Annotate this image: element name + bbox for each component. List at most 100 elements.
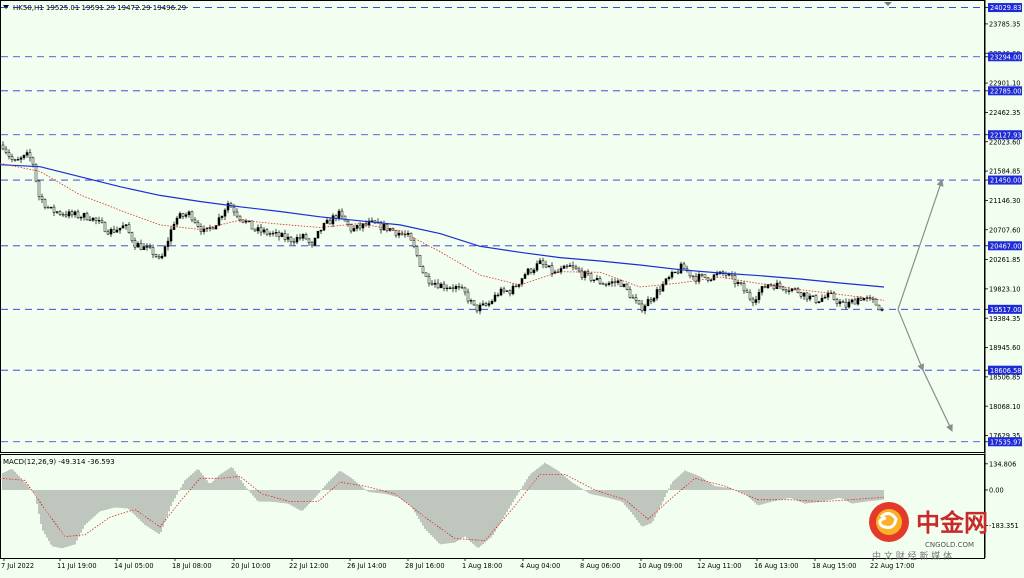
price-tick-label: 21146.30 (989, 197, 1020, 205)
price-tick-label: 22462.35 (989, 109, 1020, 117)
candle-body (802, 292, 806, 297)
price-tick-label: 21584.85 (989, 168, 1020, 176)
candle-body (808, 295, 812, 300)
candle-body (505, 290, 509, 292)
time-tick-label: 18 Jul 08:00 (172, 562, 212, 570)
candle-body (58, 211, 62, 215)
candle-body (532, 269, 536, 273)
time-tick-label: 12 Aug 11:00 (697, 562, 741, 570)
price-tick-label: 18068.10 (989, 403, 1020, 411)
candle-body (523, 274, 527, 279)
candle-body (25, 152, 29, 156)
candle-body (502, 288, 506, 292)
time-tick-label: 1 Aug 18:00 (462, 562, 502, 570)
candle-body (658, 289, 662, 292)
level-label: 22127.93 (990, 131, 1021, 139)
time-tick-label: 7 Jul 2022 (1, 562, 34, 570)
candle-body (145, 246, 149, 248)
candle-body (196, 222, 200, 227)
level-label: 19517.00 (990, 306, 1021, 314)
candle-body (70, 211, 74, 216)
candle-body (604, 284, 608, 286)
candle-body (565, 265, 569, 268)
candle-body (715, 273, 719, 276)
time-tick-label: 28 Jul 16:00 (405, 562, 445, 570)
candle-body (16, 159, 20, 161)
candle-body (877, 304, 881, 311)
price-tick-label: 19384.35 (989, 315, 1020, 323)
time-axis: 7 Jul 2022 11 Jul 19:00 14 Jul 05:00 18 Jul… (1, 558, 914, 570)
candle-body (34, 163, 38, 182)
level-label-bg (988, 241, 1022, 251)
candle-body (67, 211, 71, 217)
candle-body (655, 289, 659, 299)
candle-body (583, 271, 587, 278)
candle-body (640, 303, 644, 312)
candle-body (313, 237, 317, 246)
candle-body (154, 254, 158, 257)
candle-body (157, 256, 161, 259)
level-label-bg (988, 52, 1022, 62)
level-label: 23294.00 (990, 53, 1021, 61)
candle-body (508, 290, 512, 295)
candle-body (10, 156, 14, 160)
candle-body (469, 300, 473, 302)
candle-body (226, 203, 230, 211)
candle-body (175, 217, 179, 225)
candle-body (490, 300, 494, 304)
candle-body (259, 227, 263, 233)
candle-body (439, 283, 443, 289)
candle-body (115, 229, 119, 233)
candle-body (124, 224, 128, 227)
candle-body (325, 219, 329, 224)
chart-menu-triangle-icon[interactable] (3, 5, 9, 9)
horizontal-levels (1, 7, 985, 443)
candle-body (499, 288, 503, 296)
candle-body (31, 157, 35, 165)
candle-body (709, 279, 713, 281)
candle-body (94, 217, 98, 221)
time-tick-label: 22 Jul 12:00 (289, 562, 329, 570)
candle-body (496, 294, 500, 297)
time-tick-label: 11 Jul 19:00 (57, 562, 97, 570)
candle-body (616, 280, 620, 283)
candle-body (268, 233, 272, 235)
candle-body (340, 210, 344, 217)
candle-body (754, 299, 758, 303)
candle-body (832, 292, 836, 300)
candle-body (319, 229, 323, 232)
candle-body (55, 211, 59, 213)
projection-arrow-1 (922, 369, 953, 432)
candle-body (511, 285, 515, 295)
candle-body (118, 227, 122, 231)
chart-scroll-triangle-icon[interactable] (884, 2, 892, 6)
candle-body (823, 296, 827, 299)
candle-body (172, 223, 176, 230)
price-tick-label: 22023.60 (989, 138, 1020, 146)
candle-body (847, 301, 851, 308)
candle-body (4, 148, 8, 153)
candle-body (106, 231, 110, 235)
candle-body (694, 276, 698, 282)
candle-body (7, 152, 11, 157)
candle-body (292, 241, 296, 243)
candle-body (739, 282, 743, 284)
chart-title: HK50,H1 19525.01 19591.29 19472.29 19496… (13, 4, 186, 12)
candle-body (193, 219, 197, 223)
time-tick-label: 4 Aug 04:00 (520, 562, 560, 570)
candle-body (778, 282, 782, 287)
level-label: 17535.97 (990, 438, 1021, 446)
level-label-bg (988, 86, 1022, 96)
level-label-bg (988, 175, 1022, 185)
candle-body (130, 232, 134, 241)
candle-body (766, 284, 770, 289)
candle-body (361, 223, 365, 229)
candle-body (394, 230, 398, 236)
candle-body (418, 255, 422, 267)
candle-body (538, 260, 542, 264)
time-tick-label: 20 Jul 10:00 (231, 562, 271, 570)
candle-body (331, 215, 335, 225)
candle-body (817, 301, 821, 304)
candle-body (301, 234, 305, 239)
